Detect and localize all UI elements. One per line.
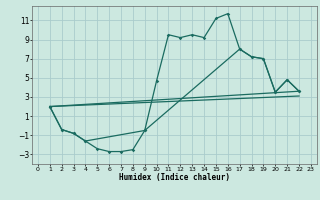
X-axis label: Humidex (Indice chaleur): Humidex (Indice chaleur) — [119, 173, 230, 182]
